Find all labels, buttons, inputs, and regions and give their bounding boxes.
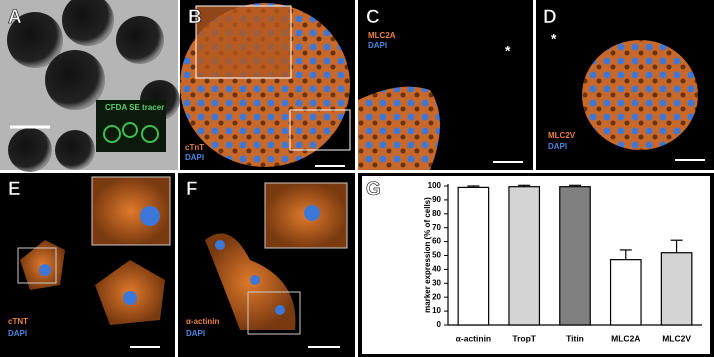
label: cTNT [8, 317, 28, 326]
y-tick-label: 80 [432, 209, 441, 218]
bar [508, 186, 541, 326]
label: DAPI [186, 329, 205, 338]
panel-label: A [8, 7, 22, 28]
y-tick-label: 10 [432, 306, 441, 315]
y-tick-label: 20 [432, 292, 441, 301]
label: cTnT [185, 143, 204, 152]
label: MLC2A [368, 31, 396, 40]
panel-label: C [366, 7, 380, 28]
x-tick-label: Titin [566, 333, 584, 343]
x-tick-label: MLC2V [662, 333, 691, 343]
y-tick-label: 0 [437, 320, 442, 329]
panel-c [358, 0, 533, 170]
x-tick-label: α-actinin [456, 333, 491, 343]
panel-label: D [543, 7, 557, 28]
label: DAPI [368, 41, 387, 50]
asterisk: * [505, 43, 511, 59]
bar [660, 252, 693, 326]
label: DAPI [548, 142, 567, 151]
y-tick-label: 50 [432, 251, 441, 260]
label: MLC2V [548, 131, 576, 140]
panel-f [178, 173, 355, 357]
y-tick-label: 40 [432, 265, 441, 274]
panel-a [0, 0, 180, 172]
x-tick-label: MLC2A [611, 333, 640, 343]
label: DAPI [8, 329, 27, 338]
panel-e [0, 173, 175, 357]
y-axis-label: marker expression (% of cells) [423, 197, 432, 313]
panel-d [536, 0, 714, 170]
panel-label: E [8, 179, 21, 200]
y-tick-label: 60 [432, 237, 441, 246]
bar [559, 186, 591, 326]
panel-label: G [366, 179, 381, 200]
x-tick-label: TropT [512, 333, 536, 343]
bar [457, 186, 490, 326]
panel-label: B [188, 7, 202, 28]
panel-b [180, 0, 355, 170]
label: DAPI [185, 153, 204, 162]
y-tick-label: 100 [428, 181, 442, 190]
y-tick-label: 90 [432, 195, 441, 204]
label: CFDA SE tracer [105, 103, 164, 112]
bar [609, 259, 642, 326]
y-tick-label: 30 [432, 278, 441, 287]
panel-label: F [186, 179, 198, 200]
label: α-actinin [186, 317, 219, 326]
asterisk: * [551, 31, 557, 47]
y-tick-label: 70 [432, 223, 441, 232]
